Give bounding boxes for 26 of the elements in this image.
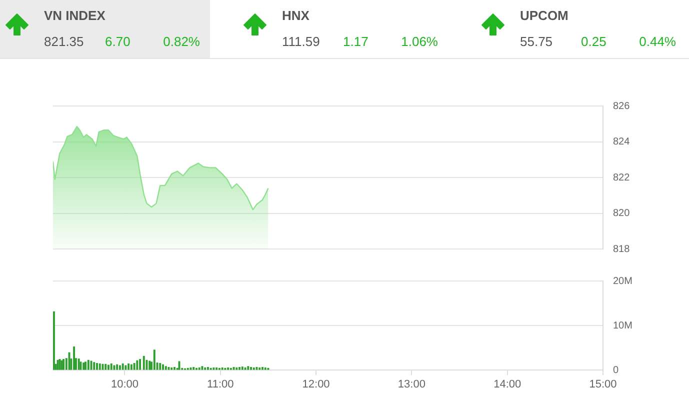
y-tick-label: 824 xyxy=(613,136,630,148)
text: 0.82% xyxy=(163,34,200,49)
text: 55.75 xyxy=(520,34,553,49)
x-tick-label: 15:00 xyxy=(589,378,617,391)
y-tick-label: 826 xyxy=(613,100,630,112)
x-tick-label: 13:00 xyxy=(398,378,426,391)
y-tick-label: 820 xyxy=(613,208,630,219)
text: VN INDEX xyxy=(44,8,106,23)
text: 1.17 xyxy=(343,34,368,49)
y-tick-label: 0 xyxy=(613,364,619,376)
text: 0.25 xyxy=(581,34,606,49)
y-tick-label: 818 xyxy=(613,244,630,255)
y-tick-label: 822 xyxy=(613,172,630,184)
text: 6.70 xyxy=(105,34,130,49)
x-tick-label: 10:00 xyxy=(110,378,139,391)
text: 0.44% xyxy=(639,34,676,49)
x-tick-label: 14:00 xyxy=(494,378,522,391)
x-tick-label: 12:00 xyxy=(302,378,330,391)
text: 1.06% xyxy=(401,34,438,49)
x-tick-label: 11:00 xyxy=(207,378,234,391)
y-tick-label: 10M xyxy=(613,320,632,332)
y-tick-label: 20M xyxy=(613,276,632,287)
text: HNX xyxy=(282,8,310,23)
text: 821.35 xyxy=(44,34,84,49)
text: 111.59 xyxy=(282,34,320,49)
text: UPCOM xyxy=(520,8,568,23)
